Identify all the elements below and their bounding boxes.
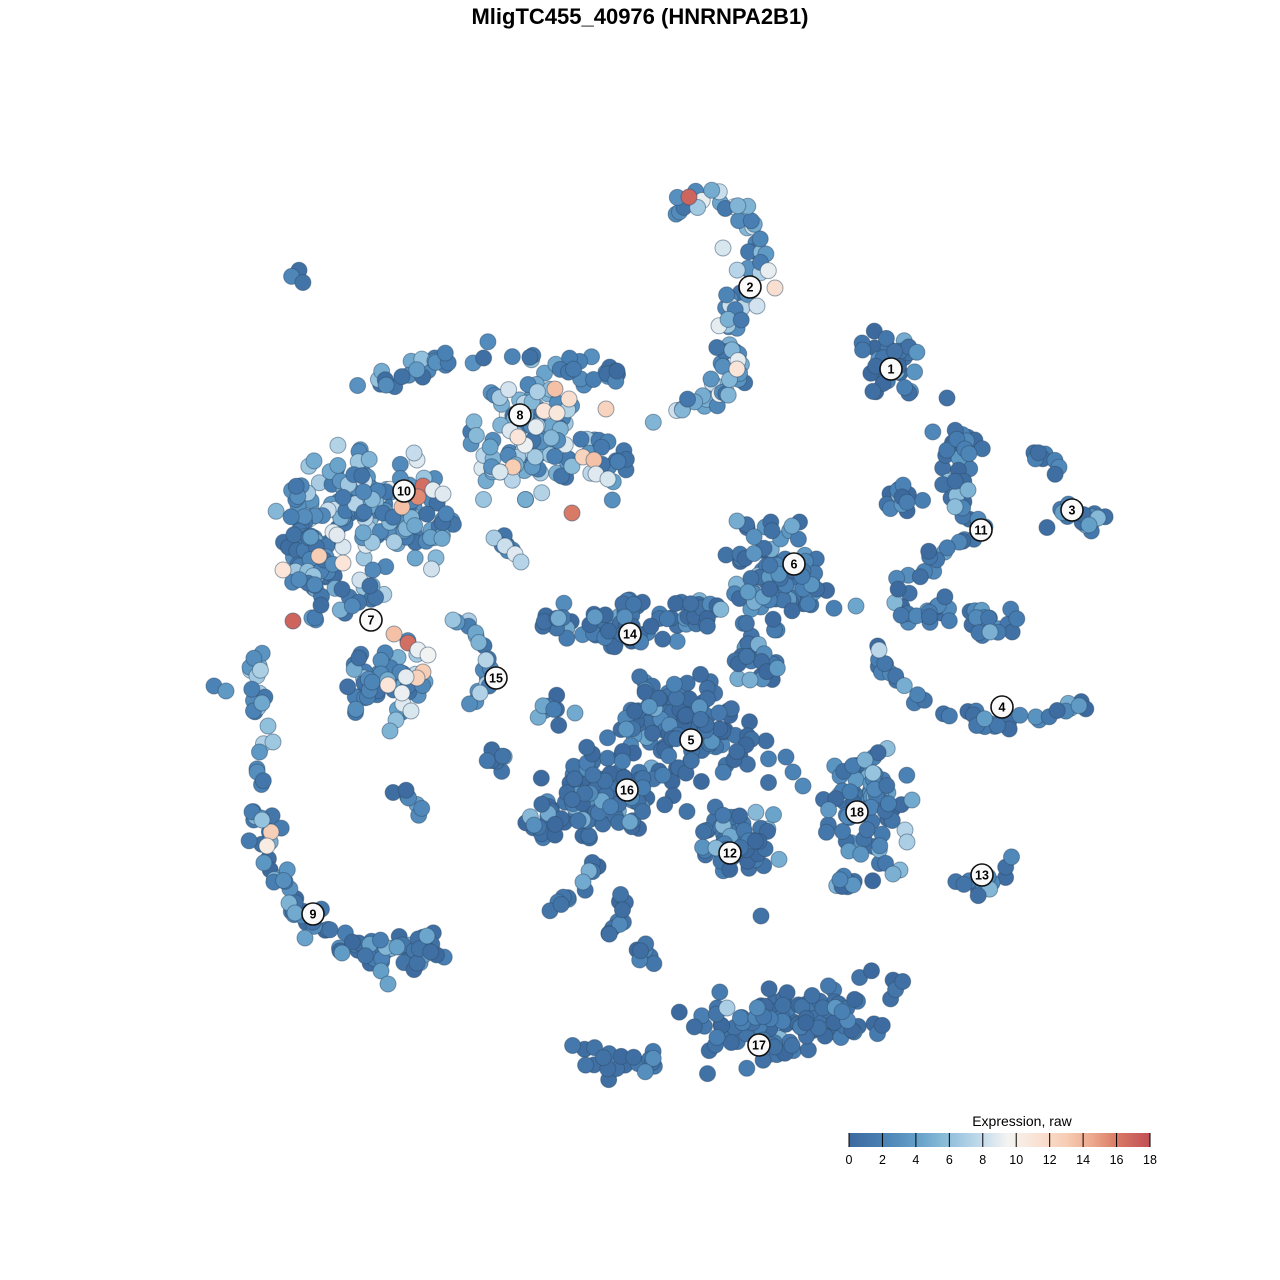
svg-text:16: 16 bbox=[620, 784, 634, 798]
cluster-14-points bbox=[534, 594, 573, 637]
highlight-points bbox=[205, 188, 1107, 1017]
svg-text:8: 8 bbox=[517, 409, 524, 423]
cluster-label-6: 6 bbox=[782, 552, 806, 576]
cluster-14-points bbox=[558, 591, 686, 656]
cluster-18-points bbox=[828, 867, 882, 896]
cluster-14-points bbox=[667, 592, 730, 635]
cluster-11-points bbox=[878, 476, 932, 520]
colorbar-legend: 0 2 4 6 8 10 12 14 16 18 bbox=[846, 1133, 1157, 1167]
svg-text:17: 17 bbox=[752, 1039, 766, 1053]
colorbar-tick-label: 10 bbox=[1009, 1153, 1023, 1167]
cluster-label-10: 10 bbox=[392, 479, 416, 503]
plot-title: MligTC455_40976 (HNRNPA2B1) bbox=[471, 4, 809, 29]
cluster-12-points bbox=[678, 798, 788, 880]
cluster-label-12: 12 bbox=[718, 841, 742, 865]
cluster-label-4: 4 bbox=[990, 695, 1014, 719]
cluster-3-points bbox=[1025, 444, 1068, 483]
cluster-label-11: 11 bbox=[969, 518, 993, 542]
svg-text:11: 11 bbox=[974, 524, 987, 538]
cluster-7-points bbox=[284, 551, 393, 629]
cluster-label-5: 5 bbox=[679, 728, 703, 752]
colorbar-tick-label: 8 bbox=[979, 1153, 986, 1167]
colorbar-tick-label: 4 bbox=[912, 1153, 919, 1167]
colorbar-tick-label: 16 bbox=[1110, 1153, 1124, 1167]
svg-text:15: 15 bbox=[489, 672, 503, 686]
cluster-8-points bbox=[462, 376, 604, 508]
cluster-17-points bbox=[670, 962, 912, 1083]
svg-text:13: 13 bbox=[975, 869, 989, 883]
cluster-label-8: 8 bbox=[508, 403, 532, 427]
svg-text:10: 10 bbox=[397, 485, 411, 499]
svg-text:5: 5 bbox=[688, 734, 695, 748]
cluster-label-7: 7 bbox=[359, 608, 383, 632]
cluster-label-2: 2 bbox=[738, 275, 762, 299]
cluster-label-3: 3 bbox=[1060, 498, 1084, 522]
colorbar-tick-label: 14 bbox=[1076, 1153, 1090, 1167]
cluster-6-points bbox=[717, 513, 843, 639]
svg-text:18: 18 bbox=[850, 806, 864, 820]
svg-text:3: 3 bbox=[1069, 504, 1076, 518]
cluster-label-9: 9 bbox=[301, 902, 325, 926]
cluster-16-points bbox=[541, 854, 607, 920]
cluster-16-points bbox=[478, 741, 513, 780]
cluster-label-14: 14 bbox=[618, 622, 642, 646]
colorbar-tick-label: 6 bbox=[946, 1153, 953, 1167]
cluster-label-17: 17 bbox=[747, 1033, 771, 1057]
cluster-label-16: 16 bbox=[615, 778, 639, 802]
cluster-misc-points bbox=[283, 261, 312, 291]
svg-text:4: 4 bbox=[999, 701, 1006, 715]
svg-text:6: 6 bbox=[791, 558, 798, 572]
cluster-16-points bbox=[529, 686, 568, 734]
colorbar-title: Expression, raw bbox=[972, 1113, 1072, 1129]
cluster-16-points bbox=[600, 886, 634, 943]
cluster-2-points bbox=[644, 181, 777, 431]
colorbar-tick-label: 12 bbox=[1043, 1153, 1057, 1167]
cluster-label-13: 13 bbox=[970, 863, 994, 887]
cluster-16-points bbox=[532, 738, 682, 847]
cluster-17-points bbox=[564, 1037, 663, 1089]
cluster-label-15: 15 bbox=[484, 666, 508, 690]
cluster-label-1: 1 bbox=[879, 357, 903, 381]
svg-text:12: 12 bbox=[723, 847, 737, 861]
cluster-16-points bbox=[517, 793, 570, 847]
cluster-label-18: 18 bbox=[845, 800, 869, 824]
cluster-10-points bbox=[406, 494, 462, 547]
colorbar-tick-label: 18 bbox=[1143, 1153, 1157, 1167]
cluster-7-points bbox=[384, 781, 431, 824]
svg-text:14: 14 bbox=[623, 628, 637, 642]
svg-text:7: 7 bbox=[368, 614, 375, 628]
cluster-11-points bbox=[892, 588, 958, 631]
svg-text:1: 1 bbox=[888, 363, 895, 377]
colorbar-tick-label: 0 bbox=[846, 1153, 853, 1167]
cluster-16-points bbox=[628, 935, 663, 973]
cluster-4-points bbox=[869, 637, 1095, 738]
svg-text:2: 2 bbox=[747, 281, 754, 295]
colorbar-tick-label: 2 bbox=[879, 1153, 886, 1167]
svg-text:9: 9 bbox=[310, 908, 317, 922]
cluster-8-points bbox=[349, 333, 626, 396]
